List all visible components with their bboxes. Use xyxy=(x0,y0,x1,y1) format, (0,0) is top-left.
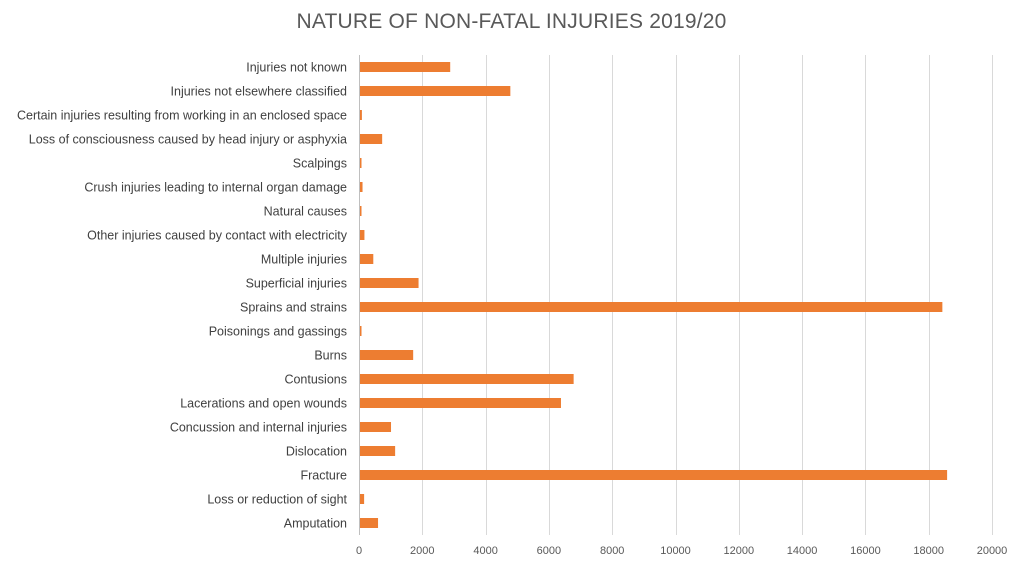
bar xyxy=(360,230,365,240)
x-tick-label: 10000 xyxy=(660,545,691,557)
category-label: Fracture xyxy=(300,469,347,483)
bar xyxy=(360,374,574,384)
category-label: Poisonings and gassings xyxy=(209,325,347,339)
category-label: Contusions xyxy=(284,373,347,387)
bar xyxy=(360,182,363,192)
x-tick-label: 2000 xyxy=(410,545,434,557)
bar xyxy=(360,470,948,480)
bar xyxy=(360,86,511,96)
bar xyxy=(360,134,383,144)
category-label: Concussion and internal injuries xyxy=(170,421,347,435)
bars xyxy=(360,62,948,528)
x-tick-labels: 0 2000 4000 6000 8000 10000 12000 14000 16000 180… xyxy=(356,545,1007,557)
category-label: Certain injuries resulting from working … xyxy=(17,109,347,123)
category-label: Lacerations and open wounds xyxy=(180,397,347,411)
category-label: Burns xyxy=(314,349,347,363)
category-label: Injuries not elsewhere classified xyxy=(171,85,348,99)
category-label: Dislocation xyxy=(286,445,347,459)
bar xyxy=(360,398,561,408)
bar xyxy=(360,518,379,528)
category-label: Loss of consciousness caused by head inj… xyxy=(29,133,347,147)
category-label: Sprains and strains xyxy=(240,301,347,315)
category-label: Other injuries caused by contact with el… xyxy=(87,229,348,243)
bar xyxy=(360,254,374,264)
x-tick-label: 20000 xyxy=(977,545,1008,557)
category-labels: Injuries not known Injuries not elsewhere… xyxy=(17,61,348,531)
x-tick-label: 16000 xyxy=(850,545,881,557)
x-tick-label: 6000 xyxy=(537,545,561,557)
bar xyxy=(360,446,396,456)
category-label: Multiple injuries xyxy=(261,253,347,267)
category-label: Scalpings xyxy=(293,157,347,171)
bar xyxy=(360,62,451,72)
bar xyxy=(360,350,414,360)
category-label: Superficial injuries xyxy=(246,277,347,291)
x-tick-label: 18000 xyxy=(913,545,944,557)
x-tick-label: 12000 xyxy=(724,545,755,557)
x-tick-label: 8000 xyxy=(600,545,624,557)
bar xyxy=(360,494,365,504)
category-label: Crush injuries leading to internal organ… xyxy=(84,181,347,195)
bar xyxy=(360,326,362,336)
bar xyxy=(360,158,362,168)
category-label: Amputation xyxy=(284,517,347,531)
category-label: Injuries not known xyxy=(246,61,347,75)
bar xyxy=(360,278,419,288)
x-tick-label: 4000 xyxy=(473,545,497,557)
bar xyxy=(360,206,362,216)
x-tick-label: 0 xyxy=(356,545,362,557)
bar xyxy=(360,110,362,120)
bar xyxy=(360,302,943,312)
gridlines xyxy=(359,55,993,535)
category-label: Loss or reduction of sight xyxy=(207,493,347,507)
category-label: Natural causes xyxy=(264,205,347,219)
chart-title: NATURE OF NON-FATAL INJURIES 2019/20 xyxy=(296,10,727,33)
bar xyxy=(360,422,392,432)
x-tick-label: 14000 xyxy=(787,545,818,557)
